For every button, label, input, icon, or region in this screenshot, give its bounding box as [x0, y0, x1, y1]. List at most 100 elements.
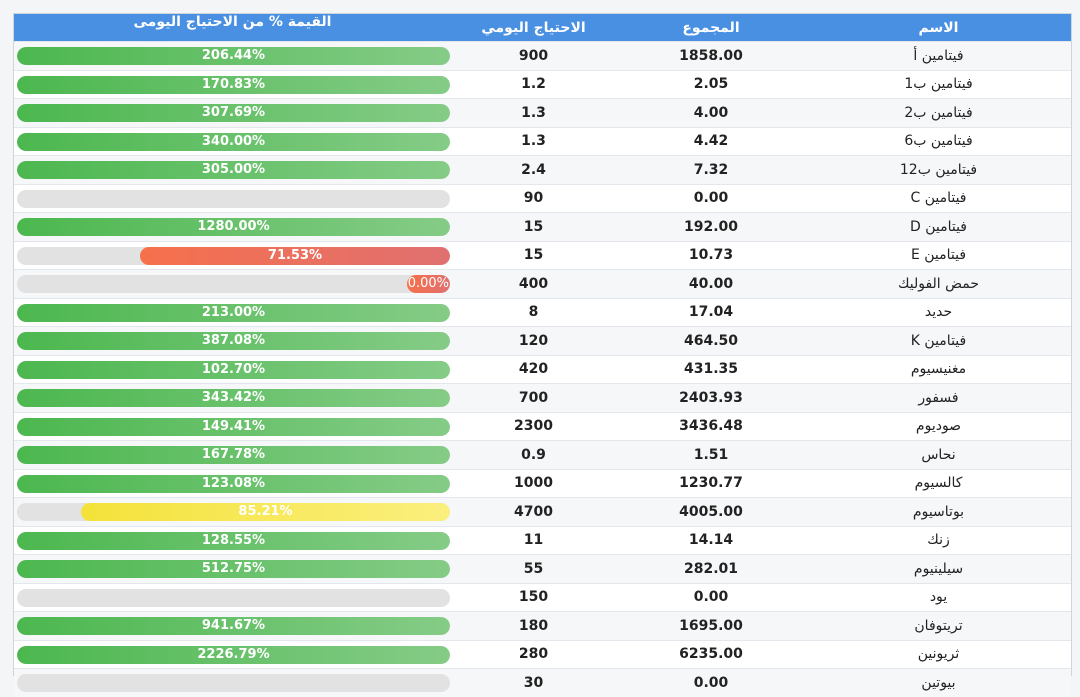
progress-label: 167.78% [201, 447, 266, 462]
progress-fill [17, 531, 450, 550]
cell-name: صوديوم [915, 418, 962, 435]
header-name[interactable]: الاسم [918, 19, 959, 36]
cell-name: بوتاسيوم [912, 503, 965, 520]
cell-total: 4005.00 [679, 503, 743, 520]
progress-fill [17, 560, 450, 578]
progress-fill [17, 332, 450, 350]
progress-track: 0.00% [17, 275, 450, 293]
progress-label: 343.42% [201, 390, 266, 405]
cell-daily-requirement: 700 [518, 389, 549, 406]
header-daily-requirement[interactable]: الاحتياج اليومي [481, 19, 586, 36]
cell-daily-requirement: 8 [528, 304, 539, 321]
cell-total: 1695.00 [679, 617, 743, 634]
cell-total: 4.42 [693, 133, 729, 150]
progress-label: 128.55% [201, 532, 266, 548]
progress-track: 149.41% [17, 417, 450, 436]
cell-total: 2403.93 [679, 389, 743, 406]
table-row: يود 0.00 150 [14, 582, 1071, 612]
table-row: فيتامين أ 1858.00 900 206.44% [14, 41, 1071, 70]
header-total[interactable]: المجموع [682, 19, 740, 36]
progress-label: 71.53% [267, 247, 323, 263]
cell-total: 3436.48 [679, 418, 743, 435]
cell-total: 1.51 [693, 446, 729, 463]
table-row: فيتامين K 464.50 120 387.08% [14, 326, 1071, 355]
progress-track: 102.70% [17, 360, 450, 379]
cell-total: 1858.00 [679, 47, 743, 64]
progress-label: 2226.79% [197, 646, 270, 662]
cell-total: 0.00 [693, 190, 729, 207]
cell-percent: 340.00% [14, 128, 451, 156]
progress-fill [17, 161, 450, 179]
progress-label: 941.67% [201, 618, 266, 633]
progress-track: 305.00% [17, 161, 450, 179]
cell-percent: 941.67% [14, 612, 451, 640]
cell-percent: 387.08% [14, 327, 451, 355]
progress-fill [17, 47, 450, 65]
cell-percent: 2226.79% [14, 641, 451, 669]
progress-track [17, 588, 450, 607]
cell-daily-requirement: 420 [518, 361, 549, 378]
cell-percent: 167.78% [14, 441, 451, 469]
cell-name: زنك [927, 532, 950, 549]
cell-total: 0.00 [693, 589, 729, 606]
progress-label: 213.00% [201, 304, 266, 320]
table-row: صوديوم 3436.48 2300 149.41% [14, 411, 1071, 441]
progress-track: 71.53% [17, 246, 450, 265]
progress-label: 170.83% [201, 76, 266, 92]
table-row: ثريونين 6235.00 280 2226.79% [14, 639, 1071, 669]
cell-name: حديد [924, 304, 953, 321]
cell-percent: 128.55% [14, 527, 451, 555]
cell-total: 14.14 [688, 532, 734, 549]
progress-track: 206.44% [17, 47, 450, 65]
cell-percent: 102.70% [14, 356, 451, 384]
cell-name: يود [929, 589, 948, 606]
progress-track: 343.42% [17, 389, 450, 407]
header-percent-value[interactable]: القيمة % من الاحتياج اليومى [133, 14, 332, 30]
table-body: فيتامين أ 1858.00 900 206.44% فيتامين ب1 2.05… [14, 41, 1071, 697]
progress-label: 0.00% [407, 276, 449, 291]
table-row: نحاس 1.51 0.9 167.78% [14, 440, 1071, 469]
cell-name: فيتامين D [909, 218, 968, 235]
nutrient-table: الاسم المجموع الاحتياج اليومي القيمة % م… [13, 13, 1072, 697]
progress-track: 340.00% [17, 132, 450, 151]
cell-daily-requirement: 150 [518, 589, 549, 606]
progress-label: 149.41% [201, 418, 266, 434]
cell-total: 40.00 [688, 275, 734, 292]
cell-daily-requirement: 900 [518, 47, 549, 64]
table-row: مغنيسيوم 431.35 420 102.70% [14, 354, 1071, 384]
table-header: الاسم المجموع الاحتياج اليومي القيمة % م… [14, 14, 1071, 41]
progress-track: 128.55% [17, 531, 450, 550]
cell-daily-requirement: 15 [523, 218, 544, 235]
cell-name: ثريونين [917, 646, 960, 663]
progress-track: 512.75% [17, 560, 450, 578]
cell-total: 17.04 [688, 304, 734, 321]
progress-fill [17, 645, 450, 664]
progress-label: 307.69% [201, 105, 266, 120]
cell-total: 10.73 [688, 247, 734, 264]
progress-track: 387.08% [17, 332, 450, 350]
table-row: حديد 17.04 8 213.00% [14, 297, 1071, 327]
cell-daily-requirement: 1.3 [521, 133, 546, 150]
cell-percent: 307.69% [14, 99, 451, 127]
progress-fill [140, 246, 450, 265]
cell-name: سيلينيوم [913, 560, 964, 577]
cell-total: 431.35 [683, 361, 739, 378]
cell-percent [14, 584, 451, 612]
table-row: فيتامين ب12 7.32 2.4 305.00% [14, 155, 1071, 184]
cell-total: 7.32 [693, 161, 729, 178]
table-row: فيتامين ب1 2.05 1.2 170.83% [14, 69, 1071, 99]
progress-fill [17, 104, 450, 122]
cell-daily-requirement: 1000 [514, 475, 553, 492]
cell-name: فيتامين أ [913, 47, 964, 64]
progress-track [17, 189, 450, 208]
progress-fill [17, 617, 450, 635]
table-row: سيلينيوم 282.01 55 512.75% [14, 554, 1071, 583]
cell-daily-requirement: 4700 [514, 503, 553, 520]
progress-label: 206.44% [201, 48, 266, 63]
cell-name: فيتامين E [910, 247, 967, 264]
cell-daily-requirement: 30 [523, 674, 544, 691]
progress-track: 941.67% [17, 617, 450, 635]
progress-label: 305.00% [201, 162, 266, 177]
progress-track: 123.08% [17, 474, 450, 493]
cell-name: فيتامين ب12 [899, 161, 978, 178]
